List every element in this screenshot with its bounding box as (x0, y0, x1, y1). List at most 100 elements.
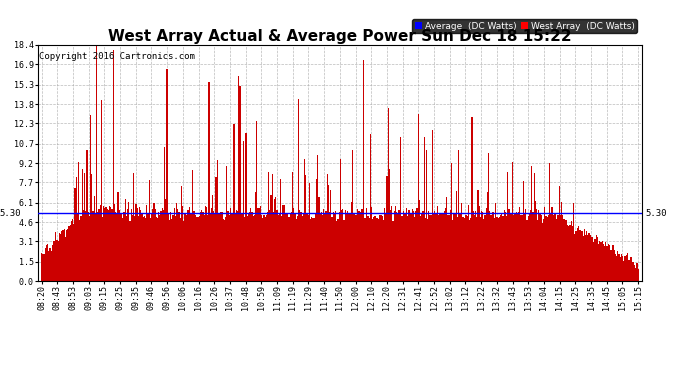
Bar (143, 217, 144, 281)
Bar (525, 209, 526, 281)
Bar (344, 210, 346, 281)
Bar (72, 219, 73, 281)
Bar (531, 166, 532, 281)
Bar (300, 212, 302, 281)
Bar (174, 209, 175, 281)
Bar (439, 213, 440, 281)
Bar (475, 211, 476, 281)
Bar (365, 218, 366, 281)
Bar (450, 210, 451, 281)
Bar (130, 209, 132, 281)
Bar (92, 211, 94, 281)
Bar (495, 203, 496, 281)
Bar (421, 213, 422, 281)
Bar (132, 215, 133, 281)
Bar (139, 207, 140, 281)
Bar (241, 213, 243, 281)
Bar (591, 237, 592, 281)
Bar (137, 209, 138, 281)
Bar (402, 216, 403, 281)
Bar (333, 211, 334, 281)
Bar (84, 172, 85, 281)
Bar (415, 211, 416, 281)
Bar (151, 213, 152, 281)
Bar (424, 136, 425, 281)
Bar (261, 215, 262, 281)
Bar (279, 214, 280, 281)
Bar (189, 207, 190, 281)
Bar (636, 263, 638, 281)
Bar (200, 212, 201, 281)
Bar (496, 217, 497, 281)
Bar (186, 215, 187, 281)
Bar (201, 210, 202, 281)
Bar (101, 100, 102, 281)
Bar (438, 215, 439, 281)
Bar (66, 231, 67, 281)
Bar (481, 211, 482, 281)
Bar (166, 69, 168, 281)
Bar (329, 212, 331, 281)
Bar (615, 254, 616, 281)
Bar (264, 217, 266, 281)
Bar (45, 248, 46, 281)
Bar (385, 214, 386, 281)
Bar (42, 254, 43, 281)
Bar (471, 117, 473, 281)
Bar (602, 242, 603, 281)
Bar (362, 60, 364, 281)
Bar (71, 221, 72, 281)
Bar (622, 256, 623, 281)
Bar (303, 213, 304, 281)
Legend: Average  (DC Watts), West Array  (DC Watts): Average (DC Watts), West Array (DC Watts… (412, 19, 637, 33)
Bar (384, 209, 385, 281)
Bar (54, 242, 55, 281)
Bar (266, 214, 267, 281)
Bar (302, 216, 303, 281)
Bar (158, 212, 159, 281)
Bar (253, 216, 254, 281)
Bar (373, 216, 375, 281)
Bar (432, 130, 433, 281)
Bar (256, 121, 257, 281)
Bar (504, 210, 505, 281)
Bar (273, 213, 274, 281)
Bar (182, 206, 184, 281)
Bar (86, 150, 88, 281)
Bar (544, 207, 546, 281)
Bar (533, 173, 535, 281)
Bar (407, 216, 408, 281)
Bar (171, 219, 172, 281)
Bar (395, 206, 396, 281)
Bar (208, 82, 210, 281)
Bar (221, 212, 223, 281)
Bar (530, 210, 531, 281)
Bar (351, 202, 352, 281)
Bar (532, 212, 533, 281)
Bar (380, 214, 382, 281)
Bar (558, 215, 559, 281)
Bar (510, 214, 511, 281)
Bar (128, 202, 130, 281)
Bar (597, 237, 598, 281)
Bar (633, 262, 634, 281)
Bar (486, 207, 487, 281)
Bar (323, 209, 324, 281)
Bar (116, 213, 117, 281)
Bar (616, 255, 617, 281)
Bar (169, 220, 170, 281)
Bar (562, 215, 564, 281)
Bar (382, 216, 383, 281)
Bar (437, 206, 438, 281)
Bar (110, 207, 112, 281)
Bar (293, 208, 295, 281)
Bar (125, 199, 126, 281)
Bar (422, 210, 424, 281)
Bar (91, 174, 92, 281)
Bar (155, 209, 156, 281)
Bar (60, 234, 61, 281)
Bar (308, 183, 310, 281)
Bar (224, 220, 225, 281)
Bar (272, 174, 273, 281)
Bar (75, 188, 76, 281)
